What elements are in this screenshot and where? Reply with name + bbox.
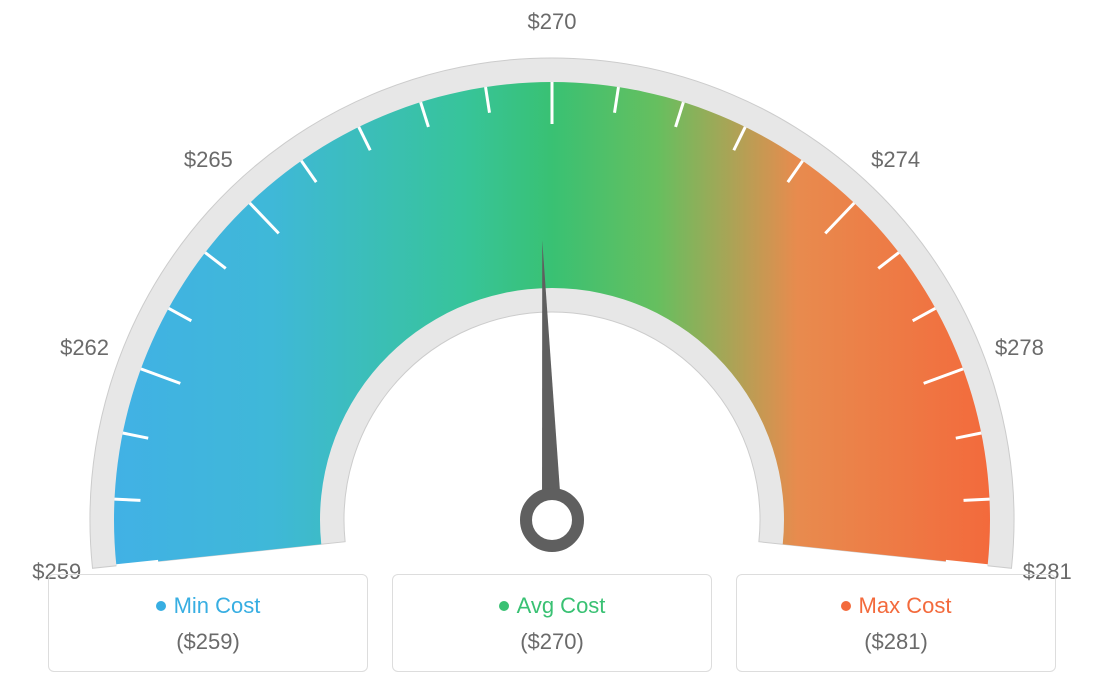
- legend-label-min: Min Cost: [59, 593, 357, 619]
- legend-value-avg: ($270): [403, 629, 701, 655]
- gauge-tick-label: $265: [184, 147, 233, 173]
- gauge-tick-label: $270: [528, 9, 577, 35]
- gauge-tick-label: $262: [60, 335, 109, 361]
- legend-label-text: Min Cost: [174, 593, 261, 619]
- legend-label-text: Max Cost: [859, 593, 952, 619]
- legend-value-max: ($281): [747, 629, 1045, 655]
- legend-row: Min Cost ($259) Avg Cost ($270) Max Cost…: [0, 574, 1104, 672]
- legend-label-max: Max Cost: [747, 593, 1045, 619]
- cost-gauge-chart: $259$262$265$270$274$278$281 Min Cost ($…: [0, 0, 1104, 690]
- legend-card-min: Min Cost ($259): [48, 574, 368, 672]
- gauge-area: $259$262$265$270$274$278$281: [0, 0, 1104, 570]
- legend-card-avg: Avg Cost ($270): [392, 574, 712, 672]
- gauge-tick-label: $278: [995, 335, 1044, 361]
- dot-icon: [841, 601, 851, 611]
- dot-icon: [156, 601, 166, 611]
- gauge-svg: [0, 0, 1104, 570]
- dot-icon: [499, 601, 509, 611]
- gauge-tick-label: $274: [871, 147, 920, 173]
- legend-label-avg: Avg Cost: [403, 593, 701, 619]
- legend-label-text: Avg Cost: [517, 593, 606, 619]
- legend-value-min: ($259): [59, 629, 357, 655]
- legend-card-max: Max Cost ($281): [736, 574, 1056, 672]
